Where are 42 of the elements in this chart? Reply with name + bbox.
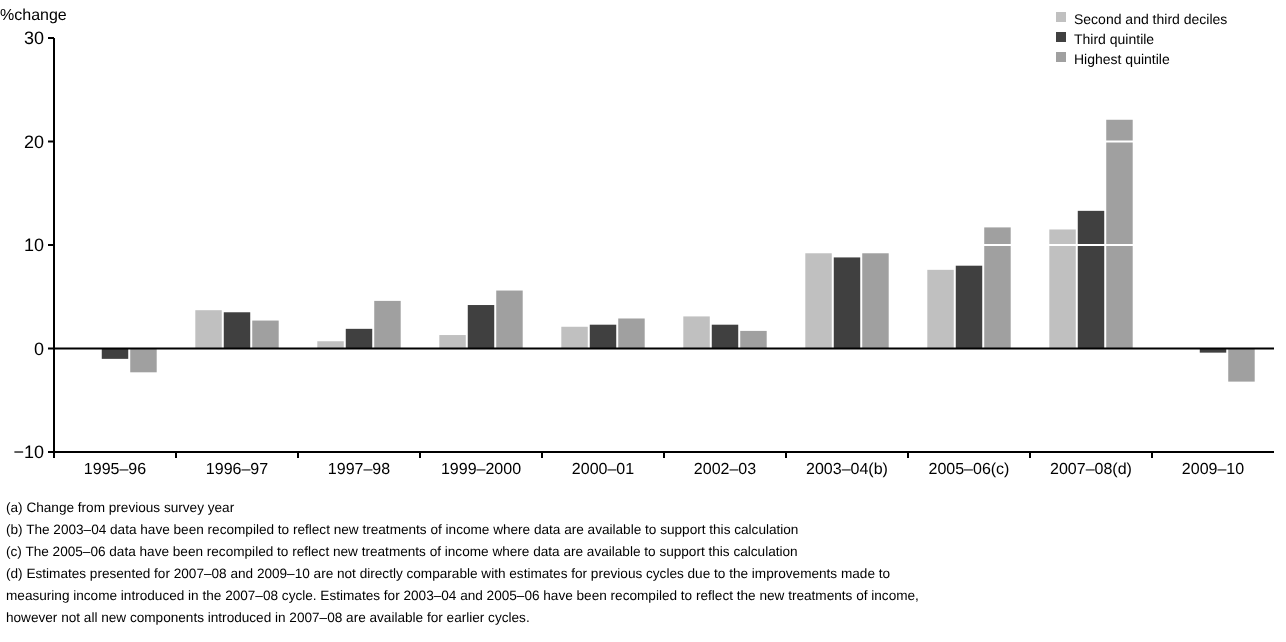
x-tick-label: 2009–10 [1181, 460, 1246, 478]
bar [711, 324, 739, 349]
y-tick-label: 30 [23, 28, 44, 49]
x-tick-label: 2005–06(c) [928, 460, 1011, 478]
x-tick-label: 1997–98 [327, 460, 392, 478]
x-tick-label: 2003–04(b) [806, 460, 889, 478]
y-tick-label: 20 [23, 131, 44, 152]
y-tick-label: 0 [33, 338, 44, 359]
bar [740, 330, 767, 349]
bar [195, 310, 222, 349]
bar [496, 290, 523, 349]
bar [927, 269, 954, 349]
y-tick-label: −10 [13, 442, 44, 463]
bar [561, 326, 588, 349]
bar [252, 320, 279, 349]
bar [374, 300, 401, 349]
x-tick-label: 2000–01 [571, 460, 636, 478]
bar [223, 312, 251, 349]
bar [833, 257, 861, 349]
bar [984, 227, 1011, 349]
x-tick-label: 2002–03 [693, 460, 758, 478]
x-tick-label: 2007–08(d) [1050, 460, 1133, 478]
bar [1049, 229, 1076, 349]
bar [1106, 119, 1133, 349]
x-tick-label: 1999–2000 [440, 460, 523, 478]
bar [130, 348, 157, 373]
bar [345, 328, 373, 349]
bar [862, 253, 889, 349]
bar [467, 305, 495, 349]
y-tick-label: 10 [23, 235, 44, 256]
bar [955, 265, 983, 349]
y-axis-title: %change [0, 6, 68, 24]
x-tick-label: 1995–96 [83, 460, 148, 478]
bar [805, 253, 832, 349]
bar [439, 335, 466, 349]
x-tick-label: 1996–97 [205, 460, 270, 478]
bar [683, 316, 710, 349]
bar [1077, 210, 1105, 349]
bar [317, 341, 344, 349]
bar [589, 324, 617, 349]
bar [1228, 348, 1255, 382]
bar [618, 318, 645, 349]
